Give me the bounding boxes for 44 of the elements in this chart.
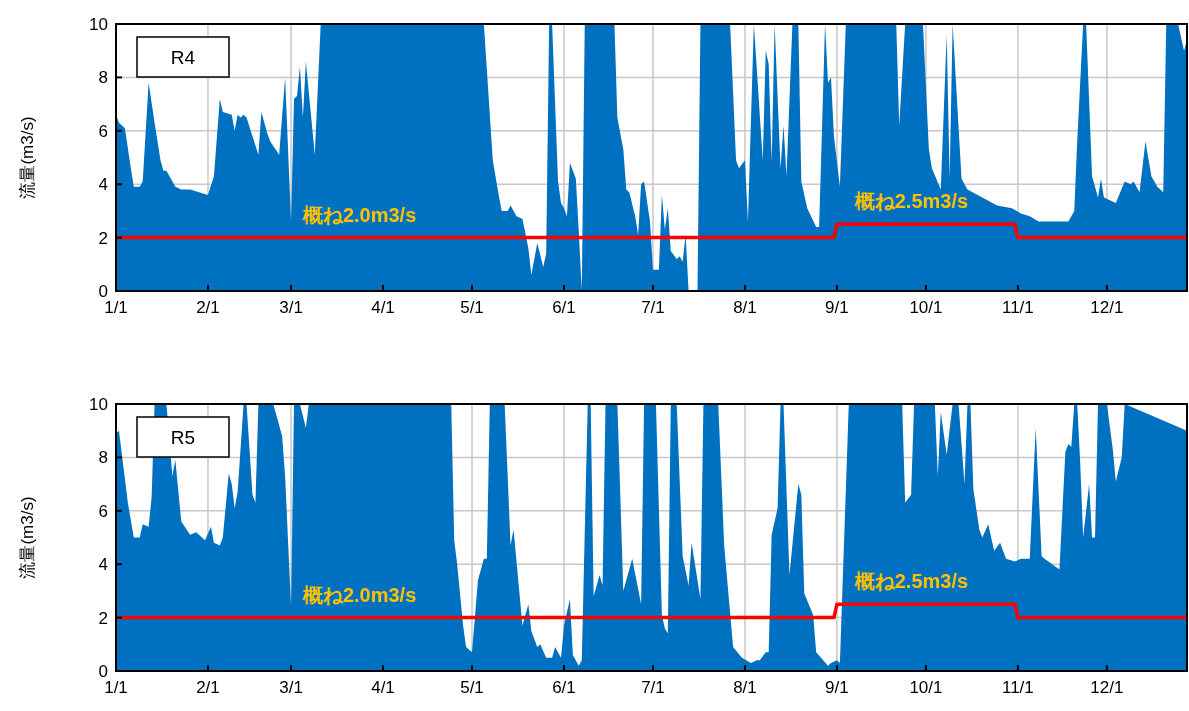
x-tick-label: 2/1 <box>196 298 220 317</box>
x-tick-label: 5/1 <box>460 678 484 697</box>
x-tick-label: 7/1 <box>641 298 665 317</box>
y-tick-label: 10 <box>89 395 108 414</box>
x-tick-label: 12/1 <box>1090 298 1124 317</box>
x-tick-label: 6/1 <box>552 298 576 317</box>
x-tick-label: 8/1 <box>733 298 757 317</box>
y-tick-label: 2 <box>98 228 108 248</box>
x-tick-label: 5/1 <box>460 298 484 317</box>
x-tick-label: 4/1 <box>371 678 395 697</box>
y-tick-label: 4 <box>98 175 108 195</box>
x-tick-label: 9/1 <box>825 298 849 317</box>
x-tick-label: 3/1 <box>279 298 303 317</box>
x-tick-label: 1/1 <box>104 678 128 697</box>
text: R5 <box>170 427 196 448</box>
x-tick-label: 6/1 <box>552 678 576 697</box>
y-axis-title: 流量(m3/s) <box>18 496 37 579</box>
annotation: 概ね2.0m3/s <box>301 583 417 606</box>
x-tick-label: 4/1 <box>371 298 395 317</box>
y-tick-label: 8 <box>98 448 108 468</box>
x-tick-label: 12/1 <box>1090 678 1124 697</box>
annotation: 概ね2.5m3/s <box>853 570 969 593</box>
y-tick-label: 6 <box>98 121 108 141</box>
x-tick-label: 9/1 <box>825 678 849 697</box>
y-tick-label: 6 <box>98 501 108 521</box>
x-tick-label: 1/1 <box>104 298 128 317</box>
y-tick-label: 8 <box>98 68 108 88</box>
x-tick-label: 3/1 <box>279 678 303 697</box>
text: R4 <box>170 47 196 68</box>
y-axis-title: 流量(m3/s) <box>18 116 37 199</box>
y-tick-label: 10 <box>89 15 108 34</box>
x-tick-label: 11/1 <box>1001 298 1034 317</box>
annotation: 概ね2.0m3/s <box>301 203 417 226</box>
x-tick-label: 8/1 <box>733 678 757 697</box>
x-tick-label: 11/1 <box>1001 678 1034 697</box>
y-tick-label: 4 <box>98 555 108 575</box>
x-tick-label: 10/1 <box>909 678 943 697</box>
y-tick-label: 2 <box>98 608 108 628</box>
x-tick-label: 7/1 <box>641 678 665 697</box>
x-tick-label: 2/1 <box>196 678 220 697</box>
y-tick-label: 0 <box>98 282 108 301</box>
x-tick-label: 10/1 <box>909 298 943 317</box>
annotation: 概ね2.5m3/s <box>853 190 969 213</box>
y-tick-label: 0 <box>98 662 108 681</box>
